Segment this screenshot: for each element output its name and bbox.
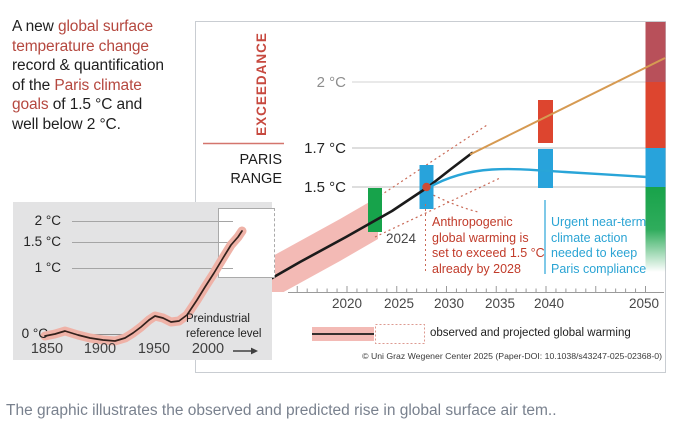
stack-2050-green-segment	[645, 187, 666, 272]
stack-2050-red-segment	[645, 82, 666, 148]
inset-x-label-2000: 2000	[191, 341, 225, 357]
anthropogenic-warming-black-line	[245, 151, 474, 292]
title-text-red: global surface	[57, 18, 154, 35]
preindustrial-note: Preindustrial reference level	[186, 313, 262, 340]
title-text: A new	[12, 18, 58, 35]
paris-range-label: PARIS RANGE	[230, 152, 282, 187]
blue-scenario-lower-dashed-line	[428, 192, 479, 213]
observed-2024-green-bar	[368, 188, 382, 232]
x-tick-label-2035: 2035	[484, 296, 516, 311]
x-tick-label-2040: 2040	[533, 296, 565, 311]
exceedance-label: EXCEEDANCE	[254, 32, 269, 136]
y-tick-label-1-7c: 1.7 °C	[304, 140, 346, 157]
inset-x-label-1850: 1850	[30, 341, 64, 357]
title-text: of 1.5 °C and	[48, 96, 143, 114]
figure-caption: The graphic illustrates the observed and…	[6, 402, 557, 419]
inset-y-label-1-5c: 1.5 °C	[23, 234, 61, 249]
stack-2050-darkred-segment	[645, 22, 666, 82]
inset-x-label-1900: 1900	[83, 341, 117, 357]
inset-historical-line	[44, 230, 243, 342]
x-tick-label-2025: 2025	[383, 296, 415, 311]
crossing-1-5c-red-dot	[422, 182, 431, 192]
paris-2040-blue-bar	[538, 149, 553, 188]
title-block: A new global surface temperature change …	[12, 17, 194, 135]
title-text: of the	[12, 76, 55, 94]
stack-2050-blue-segment	[645, 148, 666, 187]
title-line: A new global surface	[12, 17, 194, 37]
y-tick-label-2c: 2 °C	[316, 74, 346, 91]
legend-projected-swatch	[375, 324, 425, 344]
title-text: well below 2 °C.	[12, 115, 121, 133]
inset-y-label-0c: 0 °C	[21, 326, 48, 341]
title-line: of the Paris climate	[12, 76, 194, 96]
x-tick-label-2030: 2030	[433, 296, 465, 311]
inset-x-label-1950: 1950	[137, 341, 171, 357]
projection-2040-red-bar	[538, 100, 553, 143]
title-text-red: temperature change	[12, 37, 149, 55]
title-text-red: goals	[12, 96, 49, 114]
annotation-exceed-2028: Anthropogenic global warming is set to e…	[432, 215, 545, 277]
legend-label: observed and projected global warming	[430, 327, 631, 339]
annotation-paris-compliance: Urgent near-term climate action needed t…	[551, 215, 647, 277]
title-text-red: Paris climate	[54, 76, 142, 94]
y-tick-label-1-5c: 1.5 °C	[304, 179, 346, 196]
inset-y-label-1c: 1 °C	[34, 260, 61, 275]
x-axis-ticks	[296, 286, 646, 292]
x-tick-label-2050: 2050	[628, 296, 660, 311]
exceedance-orange-line	[469, 57, 666, 156]
inset-time-arrow	[233, 347, 258, 355]
observed-2024-label: 2024	[385, 231, 417, 246]
title-text: record & quantification	[12, 57, 164, 75]
credit-line: © Uni Graz Wegener Center 2025 (Paper-DO…	[362, 351, 662, 361]
inset-y-label-2c: 2 °C	[34, 213, 61, 228]
x-tick-label-2020: 2020	[331, 296, 363, 311]
title-line: goals of 1.5 °C and	[12, 95, 194, 115]
lower-uncertainty-dashed-line	[374, 177, 501, 238]
paris-compliant-blue-curve	[426, 167, 649, 190]
